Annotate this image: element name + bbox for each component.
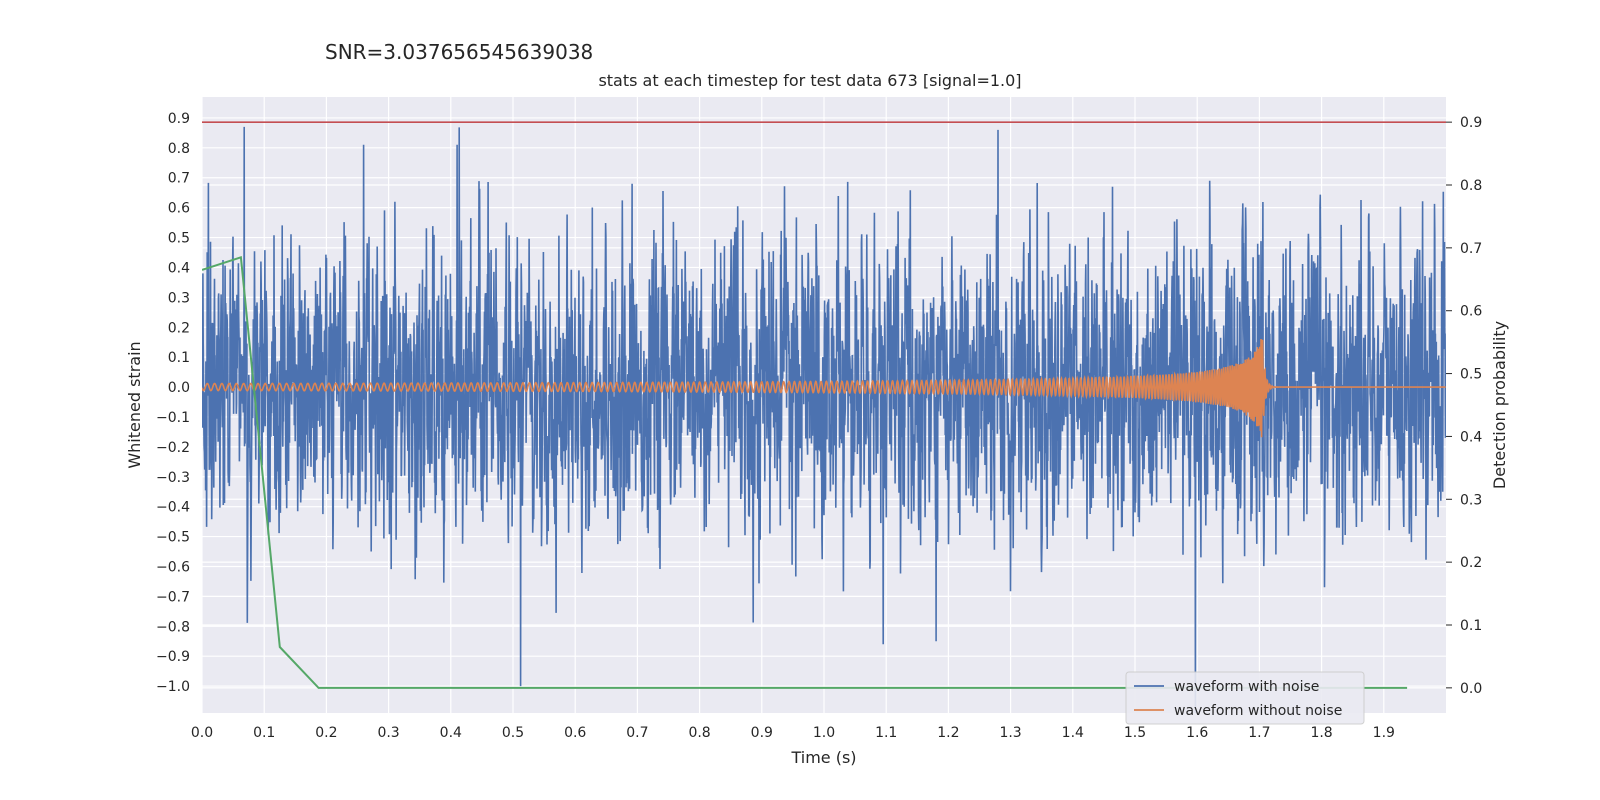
x-tick-label: 0.3 — [377, 725, 399, 741]
y-right-tick-label: 0.7 — [1460, 241, 1482, 257]
y-left-tick-label: −0.3 — [156, 470, 190, 486]
y-left-tick-label: −0.4 — [156, 500, 190, 516]
x-tick-label: 0.4 — [440, 725, 462, 741]
x-tick-label: 1.3 — [999, 725, 1021, 741]
y-right-tick-label: 0.9 — [1460, 115, 1482, 131]
y-axis-right: 0.9 0.8 0.7 0.6 0.5 0.4 0.3 0.2 0.1 0.0 — [1446, 115, 1482, 697]
y-left-tick-label: 0.5 — [168, 231, 190, 247]
noisy-waveform-line — [202, 126, 1446, 713]
x-tick-label: 1.4 — [1062, 725, 1084, 741]
x-tick-label: 0.7 — [626, 725, 648, 741]
y-left-tick-label: −0.5 — [156, 530, 190, 546]
y-left-tick-label: −1.0 — [156, 679, 190, 695]
y-left-tick-label: 0.9 — [168, 111, 190, 127]
y-left-tick-label: −0.1 — [156, 410, 190, 426]
x-tick-label: 0.5 — [502, 725, 524, 741]
x-tick-label: 0.2 — [315, 725, 337, 741]
x-axis: 0.0 0.1 0.2 0.3 0.4 0.5 0.6 0.7 0.8 0.9 1.0 1.1 1.2 1… — [191, 725, 1395, 741]
x-tick-label: 0.9 — [751, 725, 773, 741]
y-left-tick-label: −0.2 — [156, 440, 190, 456]
y-left-tick-label: 0.6 — [168, 201, 190, 217]
y-left-tick-label: 0.4 — [168, 260, 190, 276]
y-right-tick-label: 0.3 — [1460, 492, 1482, 508]
x-tick-label: 1.5 — [1124, 725, 1146, 741]
legend-label: waveform with noise — [1174, 679, 1319, 695]
y-axis-right-label: Detection probability — [1490, 321, 1509, 489]
plot-lines — [202, 121, 1446, 713]
x-tick-label: 0.0 — [191, 725, 213, 741]
clean-waveform-line — [202, 338, 1446, 438]
x-tick-label: 0.8 — [688, 725, 710, 741]
y-left-tick-label: −0.7 — [156, 589, 190, 605]
x-tick-label: 1.7 — [1248, 725, 1270, 741]
x-tick-label: 1.2 — [937, 725, 959, 741]
y-right-tick-label: 0.4 — [1460, 429, 1482, 445]
y-right-tick-label: 0.1 — [1460, 618, 1482, 634]
legend: waveform with noise waveform without nois… — [1125, 671, 1365, 725]
y-left-tick-label: 0.0 — [168, 380, 190, 396]
y-left-tick-label: 0.1 — [168, 350, 190, 366]
y-axis-left-label: Whitened strain — [125, 341, 144, 468]
y-right-tick-label: 0.2 — [1460, 555, 1482, 571]
x-tick-label: 1.8 — [1310, 725, 1332, 741]
legend-box — [1125, 671, 1365, 725]
x-tick-label: 0.1 — [253, 725, 275, 741]
snr-label: SNR=3.037656545639038 — [325, 40, 594, 64]
y-left-tick-label: −0.6 — [156, 559, 190, 575]
y-left-tick-label: 0.7 — [168, 171, 190, 187]
y-left-tick-label: 0.8 — [168, 141, 190, 157]
x-tick-label: 1.0 — [813, 725, 835, 741]
legend-label: waveform without noise — [1174, 703, 1342, 719]
y-right-tick-label: 0.6 — [1460, 304, 1482, 320]
y-left-tick-label: −0.9 — [156, 649, 190, 665]
x-tick-label: 1.9 — [1373, 725, 1395, 741]
x-axis-label: Time (s) — [790, 748, 856, 767]
y-right-tick-label: 0.0 — [1460, 681, 1482, 697]
x-tick-label: 0.6 — [564, 725, 586, 741]
chart-title: stats at each timestep for test data 673… — [598, 71, 1022, 90]
y-left-tick-label: 0.3 — [168, 290, 190, 306]
y-left-tick-label: −0.8 — [156, 619, 190, 635]
x-tick-label: 1.6 — [1186, 725, 1208, 741]
y-left-tick-label: 0.2 — [168, 320, 190, 336]
y-axis-left: 0.9 0.8 0.7 0.6 0.5 0.4 0.3 0.2 0.1 0.0 −0.1 −0.2 −0… — [156, 111, 190, 695]
probability-line — [202, 255, 1408, 689]
y-right-tick-label: 0.8 — [1460, 178, 1482, 194]
x-tick-label: 1.1 — [875, 725, 897, 741]
y-right-tick-label: 0.5 — [1460, 367, 1482, 383]
